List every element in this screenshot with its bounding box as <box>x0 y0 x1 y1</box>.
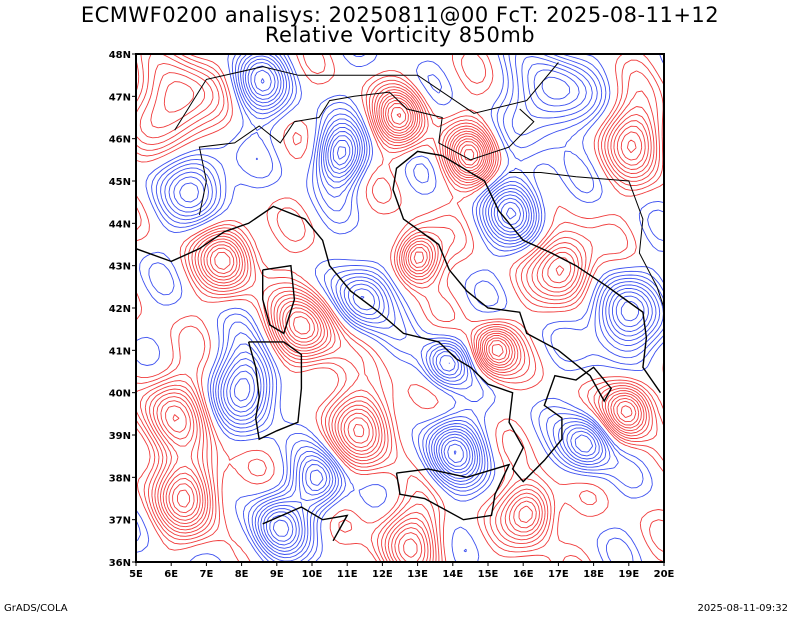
lon-label: 19E <box>618 569 639 580</box>
lat-label: 37N <box>109 516 131 527</box>
negative-vorticity-contour <box>155 54 664 562</box>
positive-vorticity-contour <box>156 94 646 562</box>
timestamp-label: 2025-08-11-09:32 <box>697 603 788 614</box>
lon-label: 14E <box>442 569 463 580</box>
lat-label: 47N <box>109 92 131 103</box>
lat-label: 46N <box>109 135 131 146</box>
sicily-coast <box>395 463 511 521</box>
negative-vorticity-contour <box>260 78 517 537</box>
negative-vorticity-contour <box>173 58 653 552</box>
slovenia-border <box>438 108 535 161</box>
tunisia-coast <box>262 506 349 542</box>
lon-label: 18E <box>583 569 604 580</box>
lon-label: 8E <box>235 569 249 580</box>
lon-label: 16E <box>513 569 534 580</box>
positive-vorticity-contour <box>172 103 633 514</box>
positive-vorticity-contour <box>149 72 652 562</box>
negative-vorticity-contour <box>179 62 649 549</box>
negative-vorticity-contour <box>136 54 664 562</box>
lat-label: 39N <box>109 431 131 442</box>
lon-label: 12E <box>372 569 393 580</box>
corsica-coast <box>262 264 296 335</box>
alps-border <box>198 91 443 216</box>
coastline-borders <box>136 62 664 542</box>
positive-vorticity-contour <box>136 54 658 562</box>
positive-vorticity-contour <box>136 54 664 562</box>
lat-label: 38N <box>109 473 131 484</box>
switzerland-border <box>174 66 299 131</box>
negative-vorticity-contour <box>447 443 464 464</box>
positive-vorticity-contour <box>136 54 660 562</box>
negative-vorticity-contour <box>168 55 657 555</box>
lat-label: 41N <box>109 346 131 357</box>
lat-label: 36N <box>109 558 131 569</box>
positive-vorticity-contour <box>160 97 643 562</box>
lon-label: 20E <box>654 569 675 580</box>
negative-vorticity-contour <box>233 69 639 542</box>
lon-label: 9E <box>270 569 284 580</box>
lon-label: 13E <box>407 569 428 580</box>
lat-label: 45N <box>109 177 131 188</box>
italy-peninsula-coast <box>223 150 613 483</box>
lon-label: 15E <box>478 569 499 580</box>
vorticity-contours <box>136 54 664 562</box>
france-coast <box>136 231 225 263</box>
positive-vorticity-contour <box>165 100 637 558</box>
positive-vorticity-contour <box>152 81 649 562</box>
negative-vorticity-contour <box>136 54 664 562</box>
map-title: ECMWF0200 analisys: 20250811@00 FcT: 202… <box>80 3 720 27</box>
lat-label: 48N <box>109 50 131 61</box>
lon-label: 5E <box>129 569 143 580</box>
lat-label: 43N <box>109 262 131 273</box>
axis-ticks: 5E 6E 7E 8E 9E 10E 11E 12E 13E 14E 15E 16E 17E 18E 19E… <box>109 50 675 580</box>
croatia-coast <box>441 154 662 394</box>
sardinia-coast <box>247 341 303 441</box>
lon-label: 7E <box>200 569 214 580</box>
balkan-inland-border <box>509 172 664 309</box>
lon-label: 17E <box>548 569 569 580</box>
map-subtitle: Relative Vorticity 850mb <box>264 23 536 47</box>
lon-label: 6E <box>164 569 178 580</box>
negative-vorticity-contour <box>160 54 664 562</box>
negative-vorticity-contour <box>164 54 661 559</box>
lon-label: 10E <box>302 569 323 580</box>
negative-vorticity-contour <box>453 450 457 455</box>
positive-vorticity-contour <box>396 113 475 162</box>
lon-label: 11E <box>337 569 358 580</box>
austria-border <box>297 62 559 114</box>
lat-label: 40N <box>109 389 131 400</box>
positive-vorticity-contour <box>177 107 479 508</box>
lat-label: 42N <box>109 304 131 315</box>
lat-label: 44N <box>109 219 131 230</box>
positive-vorticity-contour <box>139 62 655 562</box>
credit-label: GrADS/COLA <box>4 603 68 614</box>
